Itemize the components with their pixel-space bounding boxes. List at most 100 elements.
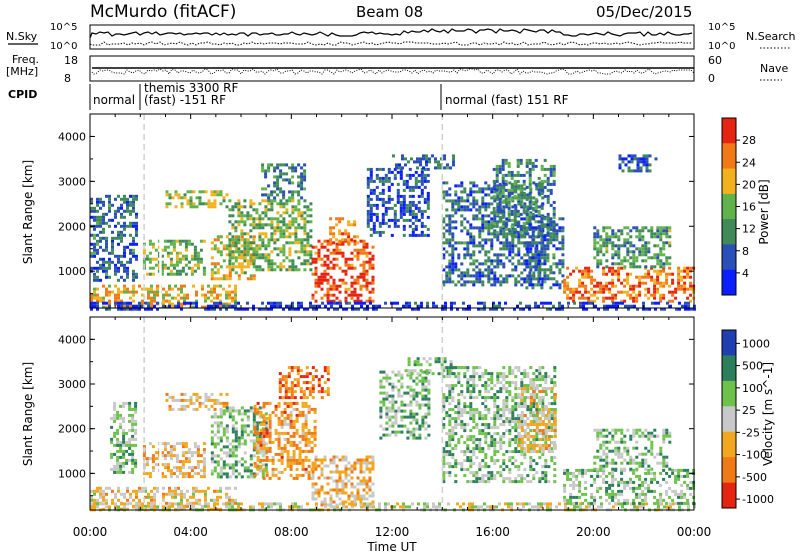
heatmap-cell xyxy=(113,419,117,423)
heatmap-cell xyxy=(304,449,308,453)
heatmap-cell xyxy=(511,268,515,272)
heatmap-cell xyxy=(213,504,216,508)
heatmap-cell xyxy=(528,161,532,165)
heatmap-cell xyxy=(283,401,287,405)
heatmap-cell xyxy=(168,492,171,496)
heatmap-cell xyxy=(237,205,241,209)
heatmap-cell xyxy=(178,442,182,446)
heatmap-cell xyxy=(273,232,277,236)
heatmap-cell xyxy=(145,472,149,476)
heatmap-cell xyxy=(519,212,523,216)
heatmap-cell xyxy=(219,436,223,440)
heatmap-cell xyxy=(629,241,633,245)
heatmap-cell xyxy=(493,283,497,287)
heatmap-cell xyxy=(117,233,120,237)
heatmap-cell xyxy=(496,202,500,206)
heatmap-cell xyxy=(93,266,96,270)
heatmap-cell xyxy=(523,262,527,266)
heatmap-cell xyxy=(129,492,132,496)
heatmap-cell xyxy=(237,436,241,440)
heatmap-cell xyxy=(225,304,228,308)
heatmap-cell xyxy=(306,253,310,257)
heatmap-cell xyxy=(501,307,504,311)
heatmap-cell xyxy=(291,505,294,509)
heatmap-cell xyxy=(356,257,360,261)
heatmap-cell xyxy=(375,218,379,222)
heatmap-cell xyxy=(309,235,313,239)
heatmap-cell xyxy=(288,307,291,311)
heatmap-cell xyxy=(142,260,146,264)
heatmap-cell xyxy=(621,157,625,161)
heatmap-cell xyxy=(225,274,229,278)
heatmap-cell xyxy=(401,157,404,161)
heatmap-cell xyxy=(298,410,302,414)
heatmap-cell xyxy=(93,254,96,258)
heatmap-cell xyxy=(128,458,132,462)
heatmap-cell xyxy=(219,305,222,309)
heatmap-cell xyxy=(481,199,485,203)
heatmap-cell xyxy=(177,301,180,305)
heatmap-cell xyxy=(599,250,603,254)
heatmap-cell xyxy=(231,502,234,506)
heatmap-cell xyxy=(231,256,235,260)
heatmap-cell xyxy=(102,266,105,270)
heatmap-cell xyxy=(581,296,585,300)
heatmap-cell xyxy=(207,199,211,203)
heatmap-cell xyxy=(231,265,235,269)
heatmap-cell xyxy=(216,460,220,464)
heatmap-cell xyxy=(150,507,153,511)
heatmap-cell xyxy=(291,193,295,197)
heatmap-cell xyxy=(392,154,395,158)
heatmap-cell xyxy=(341,217,345,221)
heatmap-cell xyxy=(420,215,424,219)
heatmap-cell xyxy=(193,245,197,249)
heatmap-cell xyxy=(445,181,449,185)
heatmap-cell xyxy=(323,293,327,297)
heatmap-cell xyxy=(304,416,308,420)
heatmap-cell xyxy=(537,256,541,260)
heatmap-cell xyxy=(147,301,150,305)
heatmap-cell xyxy=(422,166,425,170)
heatmap-cell xyxy=(249,472,253,476)
heatmap-cell xyxy=(642,505,645,509)
heatmap-cell xyxy=(307,440,311,444)
heatmap-cell xyxy=(405,218,409,222)
heatmap-cell xyxy=(291,211,295,215)
heatmap-cell xyxy=(119,404,123,408)
heatmap-cell xyxy=(498,203,502,207)
heatmap-cell xyxy=(320,281,324,285)
heatmap-cell xyxy=(279,163,283,167)
heatmap-cell xyxy=(627,304,630,308)
heatmap-cell xyxy=(210,241,214,245)
heatmap-cell xyxy=(402,197,406,201)
heatmap-cell xyxy=(172,245,176,249)
heatmap-cell xyxy=(563,290,567,294)
heatmap-cell xyxy=(481,262,485,266)
heatmap-cell xyxy=(469,193,473,197)
heatmap-cell xyxy=(593,235,597,239)
heatmap-cell xyxy=(262,452,266,456)
heatmap-cell xyxy=(359,248,363,252)
heatmap-cell xyxy=(534,268,538,272)
heatmap-cell xyxy=(303,178,307,182)
heatmap-cell xyxy=(638,250,642,254)
heatmap-cell xyxy=(258,226,262,230)
heatmap-cell xyxy=(659,232,663,236)
heatmap-cell xyxy=(493,253,497,257)
heatmap-cell xyxy=(454,262,458,266)
heatmap-cell xyxy=(264,256,268,260)
heatmap-cell xyxy=(448,241,452,245)
heatmap-cell xyxy=(289,401,293,405)
heatmap-cell xyxy=(99,218,102,222)
heatmap-cell xyxy=(528,203,532,207)
heatmap-cell xyxy=(531,244,535,248)
heatmap-cell xyxy=(249,229,253,233)
heatmap-cell xyxy=(274,473,278,477)
heatmap-cell xyxy=(210,287,213,291)
heatmap-cell xyxy=(307,443,311,447)
heatmap-cell xyxy=(561,280,565,284)
heatmap-cell xyxy=(313,431,317,435)
heatmap-cell xyxy=(443,154,446,158)
heatmap-cell xyxy=(174,190,178,194)
heatmap-cell xyxy=(387,200,391,204)
